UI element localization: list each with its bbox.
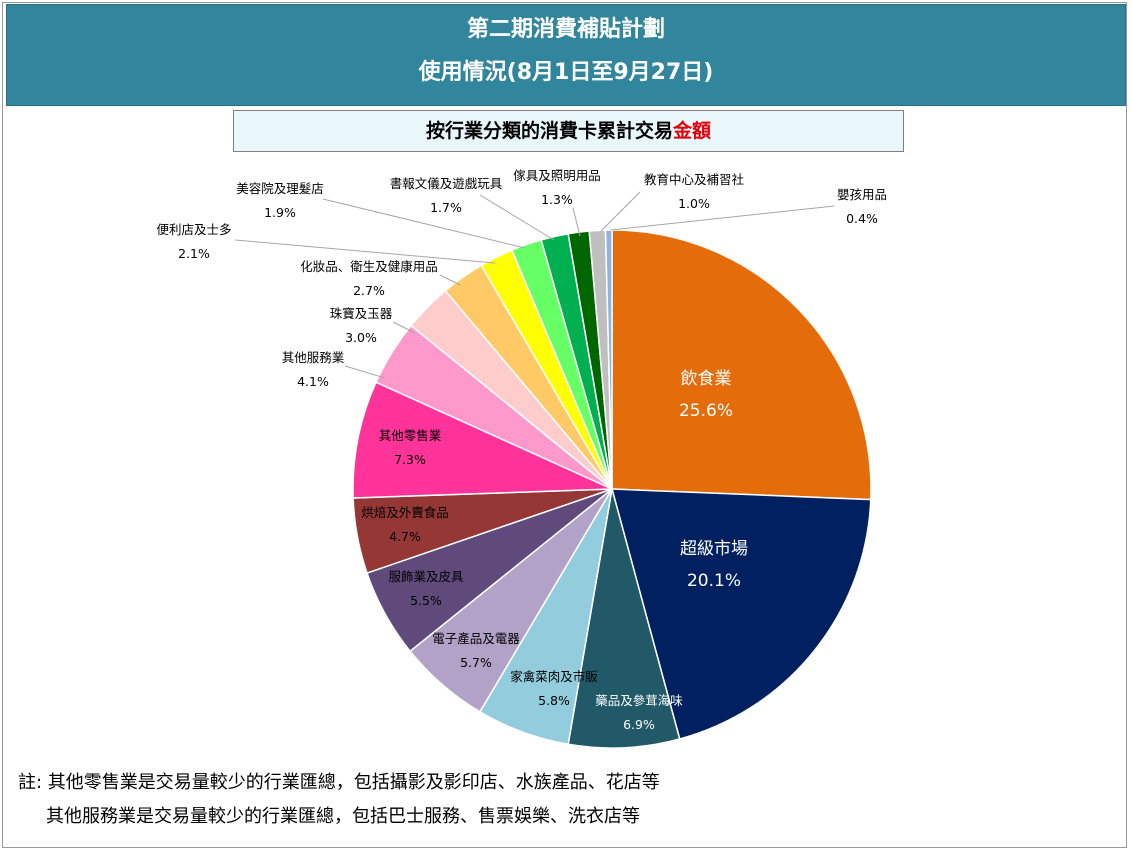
pie-slice [611,488,872,740]
leader-line [572,207,581,237]
leader-line [322,198,526,249]
chart-title-box: 按行業分類的消費卡累計交易金額 [233,110,904,152]
leader-line [600,191,641,232]
slice-value-label: 7.3% [394,452,426,467]
slice-label: 服飾業及皮具 [388,569,464,584]
page-subtitle-period: 使用情況(8月1日至9月27日) [418,60,714,85]
slice-label: 電子產品及電器 [432,631,520,646]
slice-label: 其他零售業 [379,428,442,443]
pie-labels: 飲食業 25.6% 超級市場 20.1% 藥品及參茸海味 6.9% 家禽菜肉及市販 5.8% 電… [156,168,887,732]
slice-label: 便利店及士多 [156,222,231,237]
footnote-retail: 註: 其他零售業是交易量較少的行業匯總，包括攝影及影印店、水族產品、花店等 [18,772,660,793]
slice-label: 家禽菜肉及市販 [510,669,598,684]
slice-label: 烘焙及外賣食品 [361,505,449,520]
slice-label: 藥品及參茸海味 [595,693,683,708]
leader-line [610,205,835,231]
slice-value-label: 5.8% [538,693,570,708]
header-banner: 第二期消費補貼計劃 使用情況(8月1日至9月27日) [6,4,1126,106]
slice-value-label: 6.9% [623,717,655,732]
slice-label: 化妝品、衛生及健康用品 [300,259,438,274]
slice-value-label: 1.9% [264,205,296,220]
slice-label: 珠寶及玉器 [330,306,393,321]
slice-label: 教育中心及補習社 [644,172,744,187]
leader-line [479,194,555,241]
pie-slices [352,229,872,749]
slice-label: 美容院及理髮店 [236,181,324,196]
leader-line [234,239,496,264]
pie-slice [352,381,613,499]
slice-value-label: 2.1% [178,246,210,261]
slice-value-label: 20.1% [687,571,741,591]
leader-line [392,321,416,334]
footnote-services: 其他服務業是交易量較少的行業匯總，包括巴士服務、售票娛樂、洗衣店等 [46,806,640,827]
slice-value-label: 1.7% [430,200,462,215]
slice-value-label: 3.0% [345,330,377,345]
chart-title-main: 按行業分類的消費卡累計交易 [425,120,673,142]
slice-label: 嬰孩用品 [837,187,887,202]
slice-value-label: 1.0% [678,196,710,211]
slice-label: 超級市場 [680,539,748,559]
slice-label: 書報文儀及遊戲玩具 [390,176,503,191]
slice-value-label: 1.3% [541,192,573,207]
slice-label: 飲食業 [681,369,732,389]
slice-value-label: 4.7% [389,529,421,544]
slice-value-label: 5.5% [410,593,442,608]
slice-label: 傢具及照明用品 [513,168,601,183]
pie-slice [611,229,872,501]
slice-value-label: 25.6% [679,401,733,421]
slice-value-label: 2.7% [353,283,385,298]
slice-value-label: 4.1% [297,374,329,389]
footnotes: 註: 其他零售業是交易量較少的行業匯總，包括攝影及影印店、水族產品、花店等 其他… [18,766,660,834]
page-title: 第二期消費補貼計劃 [466,17,665,42]
slice-label: 其他服務業 [282,350,345,365]
leader-line [344,365,386,379]
slice-value-label: 5.7% [460,655,492,670]
slice-value-label: 0.4% [846,211,878,226]
leader-line [439,274,461,286]
pie-slice [567,488,681,749]
chart-title-highlight: 金額 [673,120,712,142]
